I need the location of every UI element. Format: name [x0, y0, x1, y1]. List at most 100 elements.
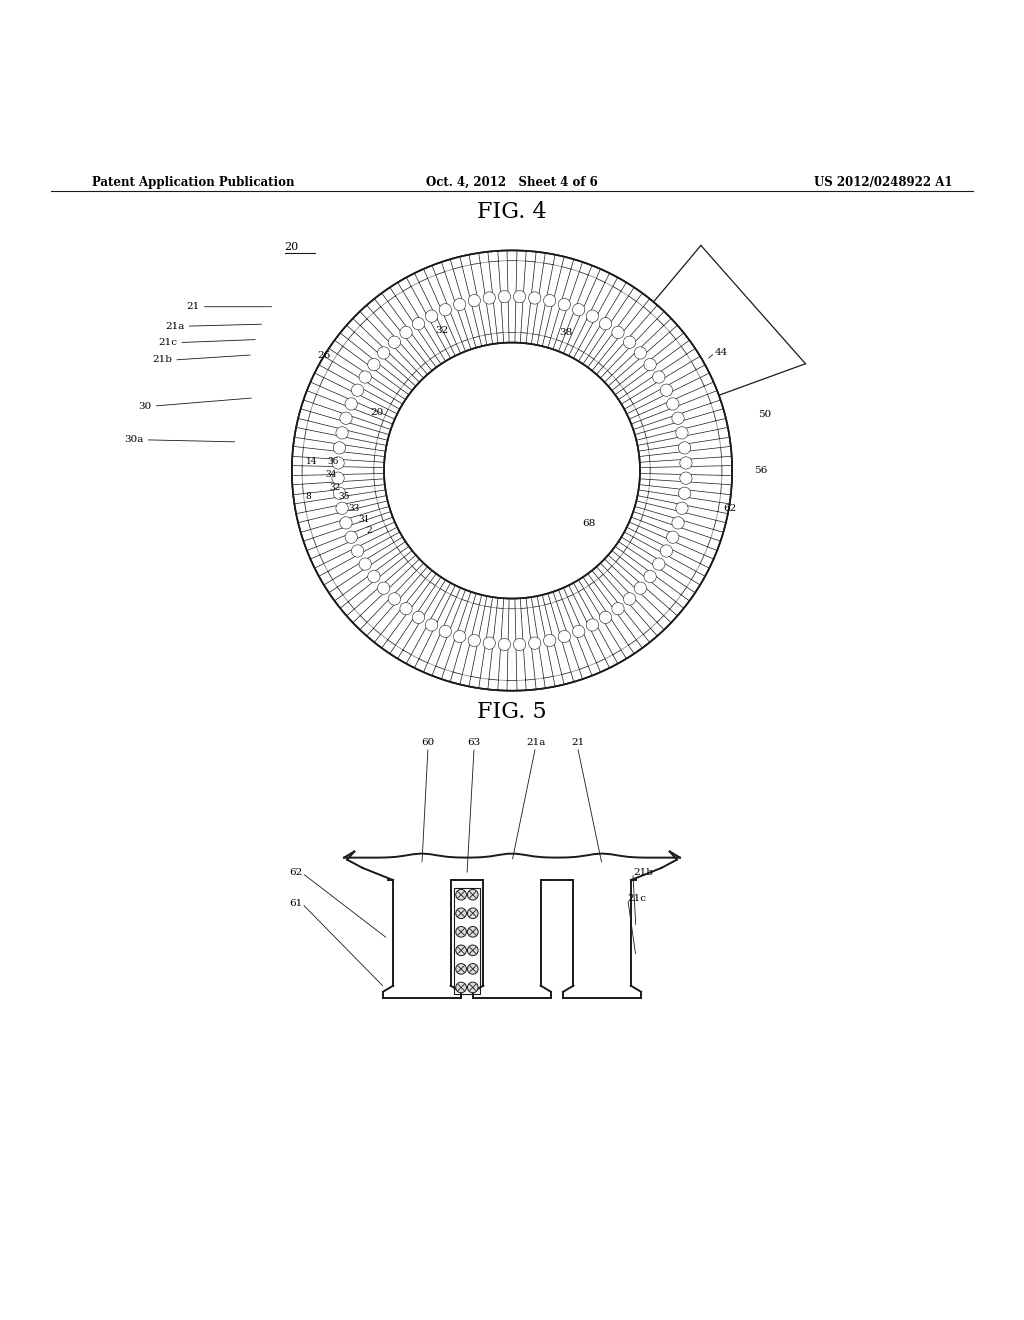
Text: 21b: 21b: [152, 355, 172, 364]
Circle shape: [456, 964, 466, 974]
Polygon shape: [645, 503, 716, 529]
Polygon shape: [436, 599, 468, 669]
Circle shape: [336, 502, 348, 515]
Text: 21: 21: [571, 738, 584, 747]
Circle shape: [456, 982, 466, 993]
Circle shape: [336, 426, 348, 440]
Text: 62: 62: [289, 869, 302, 878]
Circle shape: [340, 412, 352, 424]
Circle shape: [332, 457, 344, 469]
Polygon shape: [436, 272, 468, 342]
Circle shape: [676, 502, 688, 515]
Text: 21a: 21a: [165, 322, 184, 331]
Text: 35: 35: [338, 491, 349, 500]
Polygon shape: [304, 491, 377, 512]
Text: 56: 56: [754, 466, 767, 475]
Polygon shape: [532, 606, 553, 678]
Polygon shape: [302, 466, 374, 475]
Circle shape: [544, 635, 556, 647]
Polygon shape: [556, 599, 588, 669]
Polygon shape: [615, 333, 676, 384]
Text: 26: 26: [317, 351, 331, 360]
Polygon shape: [624, 548, 687, 595]
Polygon shape: [647, 491, 720, 512]
Circle shape: [426, 310, 438, 322]
Polygon shape: [641, 395, 711, 426]
Circle shape: [676, 426, 688, 440]
Circle shape: [634, 582, 646, 594]
Bar: [454, 888, 480, 994]
Circle shape: [544, 294, 556, 306]
Polygon shape: [645, 412, 716, 438]
Circle shape: [413, 318, 425, 330]
Polygon shape: [630, 537, 696, 579]
Circle shape: [660, 384, 673, 396]
Circle shape: [378, 582, 390, 594]
Circle shape: [332, 473, 344, 484]
Polygon shape: [374, 574, 426, 635]
Circle shape: [359, 371, 372, 383]
Text: Oct. 4, 2012   Sheet 4 of 6: Oct. 4, 2012 Sheet 4 of 6: [426, 176, 598, 189]
Polygon shape: [521, 609, 535, 680]
Circle shape: [644, 570, 656, 582]
Circle shape: [528, 638, 541, 649]
Polygon shape: [419, 279, 457, 347]
Text: 63: 63: [468, 738, 480, 747]
Circle shape: [611, 602, 624, 615]
Polygon shape: [607, 566, 664, 622]
Polygon shape: [649, 479, 722, 494]
Polygon shape: [615, 557, 676, 609]
Circle shape: [499, 290, 511, 302]
Polygon shape: [360, 319, 417, 375]
Polygon shape: [313, 515, 383, 546]
Text: 21b: 21b: [633, 869, 653, 878]
Circle shape: [468, 635, 480, 647]
Circle shape: [499, 639, 511, 651]
Circle shape: [513, 290, 525, 302]
Text: 34: 34: [326, 470, 337, 479]
Polygon shape: [636, 378, 705, 414]
Text: 20: 20: [285, 243, 299, 252]
Text: 21: 21: [186, 302, 200, 312]
Circle shape: [333, 487, 345, 499]
Text: 50: 50: [758, 409, 771, 418]
Polygon shape: [579, 589, 622, 655]
Circle shape: [468, 908, 478, 919]
Text: 61: 61: [289, 899, 302, 908]
Text: 38: 38: [560, 327, 572, 337]
Polygon shape: [319, 378, 388, 414]
Circle shape: [456, 927, 466, 937]
Circle shape: [388, 337, 400, 348]
Circle shape: [679, 442, 691, 454]
Circle shape: [426, 619, 438, 631]
Polygon shape: [649, 447, 722, 462]
Polygon shape: [348, 557, 409, 609]
Circle shape: [624, 593, 636, 605]
Circle shape: [468, 982, 478, 993]
Text: 21a: 21a: [526, 738, 545, 747]
Text: 60: 60: [422, 738, 434, 747]
Polygon shape: [313, 395, 383, 426]
Polygon shape: [589, 296, 636, 359]
Polygon shape: [630, 362, 696, 404]
Circle shape: [456, 908, 466, 919]
Circle shape: [652, 558, 665, 570]
Circle shape: [456, 945, 466, 956]
Polygon shape: [388, 296, 435, 359]
Text: 21c: 21c: [628, 894, 647, 903]
Text: 33: 33: [348, 504, 359, 513]
Polygon shape: [532, 263, 553, 335]
Text: 21c: 21c: [158, 338, 177, 347]
Text: 14: 14: [306, 457, 317, 466]
Polygon shape: [489, 261, 503, 333]
Circle shape: [599, 611, 611, 623]
Circle shape: [513, 639, 525, 651]
Text: 8: 8: [305, 491, 311, 500]
Circle shape: [359, 558, 372, 570]
Polygon shape: [647, 429, 720, 450]
Circle shape: [456, 890, 466, 900]
Circle shape: [345, 531, 357, 544]
Circle shape: [400, 602, 413, 615]
Polygon shape: [453, 603, 479, 675]
Polygon shape: [507, 609, 517, 680]
